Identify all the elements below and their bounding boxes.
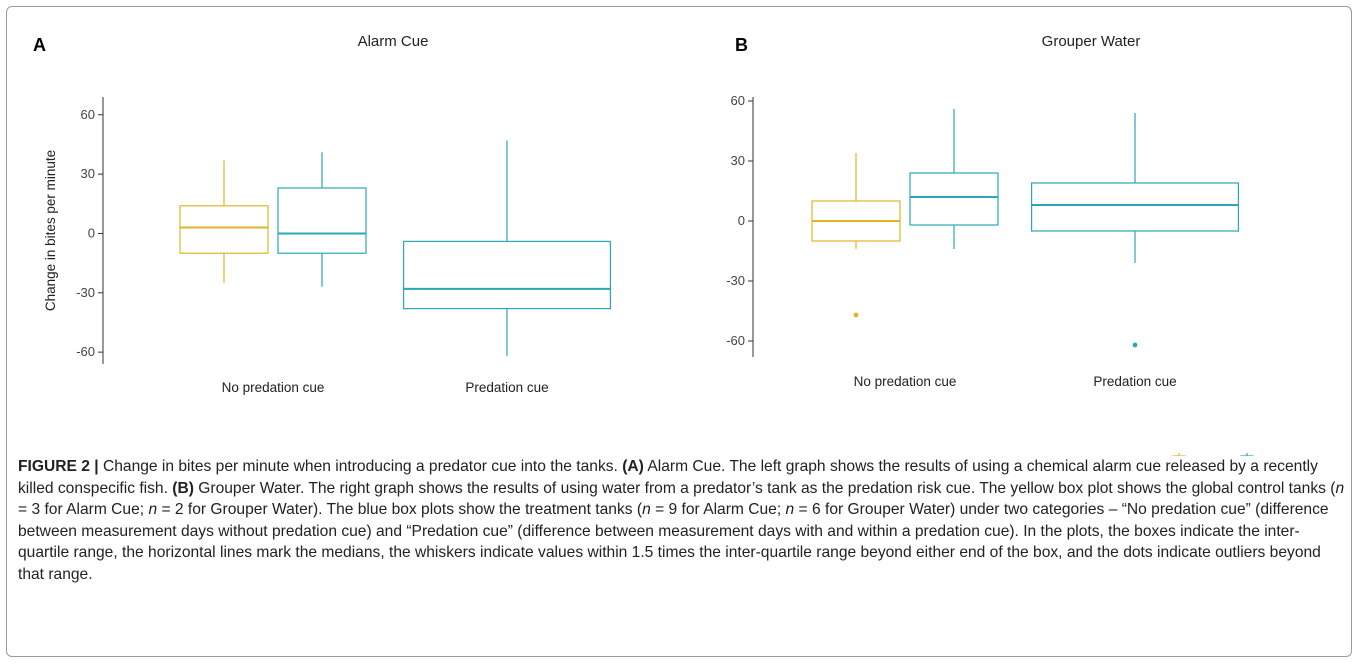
panel-label: B — [735, 35, 748, 55]
caption-text-6: = 9 for Alarm Cue; — [650, 501, 786, 519]
x-tick-label: No predation cue — [222, 380, 325, 395]
caption-text-2: Alarm Cue. The left graph shows the resu… — [18, 458, 1318, 497]
caption-panel-b-label: (B) — [172, 479, 194, 497]
caption-n-symbol: n — [148, 501, 158, 519]
control-outlier-point — [853, 312, 859, 318]
figure-frame: A Alarm Cue 60 30 0 -30 -60 Change in bites per… — [6, 6, 1352, 657]
control-box — [179, 205, 269, 254]
y-tick-label: 0 — [88, 225, 95, 240]
caption-text-3: Grouper Water. The right graph shows the… — [193, 479, 1336, 497]
x-tick-label: Predation cue — [465, 380, 548, 395]
y-tick-label: 60 — [731, 93, 745, 108]
caption-text-7: = 6 for Grouper Water) under two categor… — [18, 501, 1329, 583]
treatment-outlier-point — [1132, 342, 1138, 348]
x-tick-label: No predation cue — [854, 374, 957, 389]
caption-n-symbol: n — [785, 501, 795, 519]
y-tick-label: -60 — [726, 333, 745, 348]
caption-panel-a-label: (A) — [622, 458, 644, 475]
y-tick-label: 30 — [731, 153, 745, 168]
caption-text-5: = 2 for Grouper Water). The blue box plo… — [157, 501, 643, 519]
treatment-box — [909, 172, 999, 226]
figure-caption: FIGURE 2 | Change in bites per minute wh… — [18, 456, 1348, 586]
chart-title: Alarm Cue — [358, 33, 429, 50]
x-tick-label: Predation cue — [1093, 374, 1176, 389]
y-axis-title: Change in bites per minute — [43, 150, 58, 311]
y-tick-label: 30 — [81, 166, 95, 181]
caption-text-4: = 3 for Alarm Cue; — [18, 501, 149, 519]
caption-text-1: Change in bites per minute when introduc… — [98, 458, 623, 475]
y-tick-label: 60 — [81, 107, 95, 122]
treatment-box — [403, 240, 612, 310]
y-tick-label: -60 — [76, 344, 95, 359]
chart-title: Grouper Water — [1042, 33, 1141, 50]
panel-label: A — [33, 35, 46, 55]
caption-figure-label: FIGURE 2 | — [18, 458, 99, 475]
y-tick-label: -30 — [726, 273, 745, 288]
treatment-box — [277, 187, 367, 254]
y-tick-label: 0 — [738, 213, 745, 228]
y-tick-label: -30 — [76, 285, 95, 300]
caption-n-symbol: n — [1335, 479, 1345, 497]
figure-plots: A Alarm Cue 60 30 0 -30 -60 Change in bites per… — [33, 33, 1254, 456]
caption-n-symbol: n — [642, 501, 651, 519]
treatment-box — [1030, 182, 1239, 232]
